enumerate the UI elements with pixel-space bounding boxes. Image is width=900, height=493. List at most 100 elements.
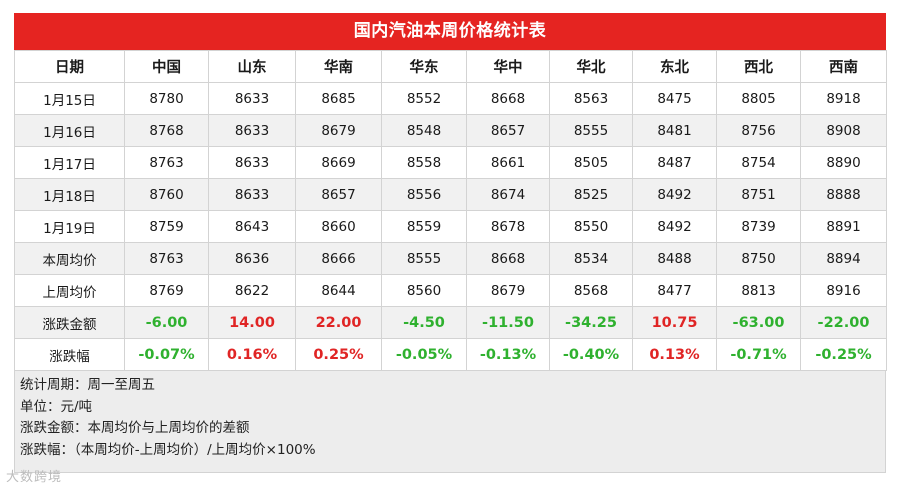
- table-row: 涨跌金额 -6.00 14.00 22.00 -4.50 -11.50 -34.25 10.7…: [14, 306, 887, 339]
- price-cell: 8475: [632, 82, 717, 115]
- change-cell: 14.00: [208, 306, 296, 339]
- price-cell: 8481: [632, 114, 717, 147]
- price-cell: 8636: [208, 242, 296, 275]
- price-cell: 8633: [208, 82, 296, 115]
- row-label: 1月17日: [14, 146, 125, 179]
- price-cell: 8555: [381, 242, 467, 275]
- header-date: 日期: [14, 50, 125, 83]
- table-row: 1月17日 8763 8633 8669 8558 8661 8505 8487 8754 889…: [14, 146, 887, 179]
- price-cell: 8487: [632, 146, 717, 179]
- table-row: 上周均价 8769 8622 8644 8560 8679 8568 8477 8813 8916: [14, 274, 887, 307]
- table-row: 涨跌幅 -0.07% 0.16% 0.25% -0.05% -0.13% -0.40% 0.1…: [14, 338, 887, 371]
- price-cell: 8679: [295, 114, 382, 147]
- price-cell: 8756: [716, 114, 801, 147]
- price-cell: 8918: [800, 82, 887, 115]
- price-cell: 8568: [549, 274, 633, 307]
- watermark: 大数跨境: [6, 470, 63, 485]
- price-cell: 8644: [295, 274, 382, 307]
- price-cell: 8780: [124, 82, 209, 115]
- price-cell: 8679: [466, 274, 550, 307]
- table-row: 1月15日 8780 8633 8685 8552 8668 8563 8475 8805 891…: [14, 82, 887, 115]
- price-cell: 8534: [549, 242, 633, 275]
- header-row: 日期 中国 山东 华南 华东 华中 华北 东北 西北 西南: [14, 50, 887, 83]
- price-cell: 8805: [716, 82, 801, 115]
- price-cell: 8550: [549, 210, 633, 243]
- price-cell: 8763: [124, 242, 209, 275]
- row-label: 上周均价: [14, 274, 125, 307]
- note-line: 涨跌金额：本周均价与上周均价的差额: [20, 420, 250, 436]
- price-cell: 8559: [381, 210, 467, 243]
- price-cell: 8908: [800, 114, 887, 147]
- price-cell: 8890: [800, 146, 887, 179]
- price-cell: 8488: [632, 242, 717, 275]
- price-cell: 8633: [208, 178, 296, 211]
- table-row: 1月19日 8759 8643 8660 8559 8678 8550 8492 8739 889…: [14, 210, 887, 243]
- price-cell: 8492: [632, 178, 717, 211]
- price-cell: 8668: [466, 82, 550, 115]
- price-cell: 8555: [549, 114, 633, 147]
- header-region: 华东: [381, 50, 467, 83]
- price-cell: 8894: [800, 242, 887, 275]
- price-cell: 8760: [124, 178, 209, 211]
- price-cell: 8558: [381, 146, 467, 179]
- table-row: 1月16日 8768 8633 8679 8548 8657 8555 8481 8756 890…: [14, 114, 887, 147]
- header-region: 中国: [124, 50, 209, 83]
- price-cell: 8560: [381, 274, 467, 307]
- price-cell: 8633: [208, 114, 296, 147]
- price-cell: 8891: [800, 210, 887, 243]
- price-cell: 8674: [466, 178, 550, 211]
- price-cell: 8552: [381, 82, 467, 115]
- change-cell: -63.00: [716, 306, 801, 339]
- price-cell: 8739: [716, 210, 801, 243]
- price-cell: 8548: [381, 114, 467, 147]
- price-cell: 8769: [124, 274, 209, 307]
- price-cell: 8661: [466, 146, 550, 179]
- table-row: 1月18日 8760 8633 8657 8556 8674 8525 8492 8751 888…: [14, 178, 887, 211]
- change-cell: -6.00: [124, 306, 209, 339]
- header-region: 西南: [800, 50, 887, 83]
- row-label: 涨跌幅: [14, 338, 125, 371]
- price-cell: 8668: [466, 242, 550, 275]
- row-label: 1月15日: [14, 82, 125, 115]
- row-label: 1月16日: [14, 114, 125, 147]
- pct-change-cell: -0.07%: [124, 338, 209, 371]
- change-cell: -22.00: [800, 306, 887, 339]
- change-cell: -34.25: [549, 306, 633, 339]
- header-region: 华南: [295, 50, 382, 83]
- header-region: 华北: [549, 50, 633, 83]
- table-body: 1月15日 8780 8633 8685 8552 8668 8563 8475 8805 891…: [14, 82, 887, 371]
- pct-change-cell: -0.25%: [800, 338, 887, 371]
- price-cell: 8750: [716, 242, 801, 275]
- table-title: 国内汽油本周价格统计表: [14, 13, 886, 50]
- price-cell: 8505: [549, 146, 633, 179]
- price-cell: 8477: [632, 274, 717, 307]
- price-cell: 8763: [124, 146, 209, 179]
- note-line: 单位：元/吨: [20, 398, 93, 415]
- row-label: 1月18日: [14, 178, 125, 211]
- price-cell: 8657: [466, 114, 550, 147]
- pct-change-cell: 0.13%: [632, 338, 717, 371]
- price-cell: 8563: [549, 82, 633, 115]
- price-cell: 8643: [208, 210, 296, 243]
- price-cell: 8768: [124, 114, 209, 147]
- change-cell: -11.50: [466, 306, 550, 339]
- price-cell: 8685: [295, 82, 382, 115]
- price-cell: 8492: [632, 210, 717, 243]
- header-region: 山东: [208, 50, 296, 83]
- pct-change-cell: 0.16%: [208, 338, 296, 371]
- price-cell: 8525: [549, 178, 633, 211]
- note-line: 涨跌幅：（本周均价-上周均价）/上周均价×100%: [20, 441, 316, 458]
- pct-change-cell: -0.40%: [549, 338, 633, 371]
- price-cell: 8657: [295, 178, 382, 211]
- price-cell: 8751: [716, 178, 801, 211]
- price-table-container: 国内汽油本周价格统计表 日期 中国 山东 华南 华东 华中 华北 东北 西北 西南 1月15日 87…: [14, 13, 887, 483]
- price-cell: 8666: [295, 242, 382, 275]
- row-label: 1月19日: [14, 210, 125, 243]
- price-cell: 8660: [295, 210, 382, 243]
- price-cell: 8633: [208, 146, 296, 179]
- row-label: 本周均价: [14, 242, 125, 275]
- pct-change-cell: 0.25%: [295, 338, 382, 371]
- row-label: 涨跌金额: [14, 306, 125, 339]
- price-cell: 8669: [295, 146, 382, 179]
- price-cell: 8813: [716, 274, 801, 307]
